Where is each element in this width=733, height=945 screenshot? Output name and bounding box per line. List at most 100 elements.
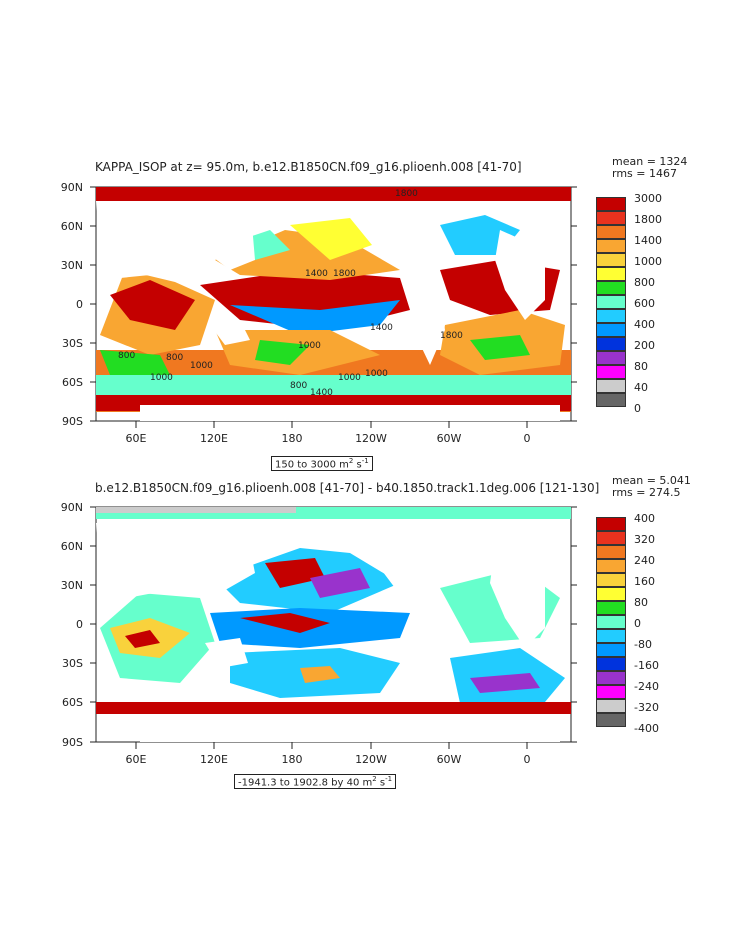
colorbar-label: 1800 [634,213,662,226]
lat-axis: 90N 60N 30N 0 30S 60S 90S [61,501,577,749]
colorbar-swatch [596,517,626,531]
difference-map-panel: b.e12.B1850CN.f09_g16.plioenh.008 [41-70… [0,475,733,798]
colorbar-swatch [596,309,626,323]
map-plot: 90N 60N 30N 0 30S 60S 90S 60E 120E 180 1… [61,501,577,766]
lon-label: 0 [524,432,531,445]
contour-label: 1000 [190,361,213,371]
colorbar-swatch [596,365,626,379]
lat-label: 30S [62,657,83,670]
contour-label: 1000 [298,341,321,351]
ocean-field [96,507,571,742]
contour-label: 1400 [310,388,333,398]
lat-label: 60S [62,376,83,389]
colorbar-swatch [596,587,626,601]
map-stats: mean = 5.041 rms = 274.5 [612,475,691,499]
ocean-field [96,187,571,421]
contour-label: 800 [166,353,183,363]
contour-label: 1800 [395,189,418,199]
lon-label: 120E [200,432,228,445]
range-label: 150 to 3000 m2 s-1 [271,456,373,472]
lon-label: 60W [437,432,462,445]
lon-label: 60E [126,753,147,766]
colorbar-label: 0 [634,617,641,630]
stat-rms: rms = 1467 [612,167,677,180]
colorbar-label: -160 [634,659,659,672]
lat-axis: 90N 60N 30N 0 30S 60S 90S [61,181,577,428]
colorbar-label: -240 [634,680,659,693]
colorbar-swatch [596,295,626,309]
colorbar-label: 200 [634,339,655,352]
stat-mean: mean = 5.041 [612,474,691,487]
colorbar-swatch [596,239,626,253]
map-stats: mean = 1324 rms = 1467 [612,156,687,180]
colorbar-label: 80 [634,596,648,609]
colorbar-label: 1400 [634,234,662,247]
colorbar-label: 160 [634,575,655,588]
lat-label: 30N [61,579,83,592]
lat-label: 30N [61,259,83,272]
colorbar-label: 1000 [634,255,662,268]
map-title: KAPPA_ISOP at z= 95.0m, b.e12.B1850CN.f0… [95,160,522,174]
lat-label: 60N [61,540,83,553]
map-plot: 90N 60N 30N 0 30S 60S 90S 60E 120E 180 1… [61,181,577,445]
colorbar-swatch [596,337,626,351]
colorbar-swatch [596,545,626,559]
colorbar-label: 320 [634,533,655,546]
colorbar-swatch [596,657,626,671]
colorbar-swatch [596,281,626,295]
colorbar-label: 600 [634,297,655,310]
colorbar-swatch [596,197,626,211]
kappa-map-panel: KAPPA_ISOP at z= 95.0m, b.e12.B1850CN.f0… [0,150,733,475]
contour-label: 1400 [305,269,328,279]
lon-axis: 60E 120E 180 120W 60W 0 [126,421,531,445]
contour-label: 1000 [338,373,361,383]
contour-label: 1800 [333,269,356,279]
lat-label: 60S [62,696,83,709]
colorbar-swatch [596,253,626,267]
lon-label: 60E [126,432,147,445]
lat-label: 90S [62,415,83,428]
colorbar-label: 0 [634,402,641,415]
lon-label: 180 [282,753,303,766]
colorbar-swatch [596,559,626,573]
colorbar-swatch [596,573,626,587]
map-title: b.e12.B1850CN.f09_g16.plioenh.008 [41-70… [95,481,600,495]
lat-label: 90N [61,501,83,514]
range-label: -1941.3 to 1902.8 by 40 m2 s-1 [234,774,397,790]
stat-rms: rms = 274.5 [612,486,681,499]
contour-label: 800 [290,381,307,391]
contour-label: 1000 [365,369,388,379]
colorbar-swatch [596,643,626,657]
contour-label: 800 [118,351,135,361]
colorbar-swatch [596,699,626,713]
lon-label: 60W [437,753,462,766]
colorbar-label: -400 [634,722,659,735]
contour-label: 1400 [370,323,393,333]
colorbar-swatch [596,211,626,225]
lon-label: 0 [524,753,531,766]
colorbar-swatch [596,601,626,615]
lat-label: 0 [76,298,83,311]
colorbar-label: -320 [634,701,659,714]
colorbar-label: 800 [634,276,655,289]
colorbar-swatch [596,629,626,643]
colorbar-swatch [596,267,626,281]
lat-label: 90N [61,181,83,194]
lon-label: 120W [355,753,387,766]
lon-label: 180 [282,432,303,445]
colorbar-swatch [596,379,626,393]
colorbar-swatch [596,393,626,407]
colorbar-label: -80 [634,638,652,651]
colorbar-swatch [596,713,626,727]
colorbar-swatch [596,351,626,365]
colorbar-label: 400 [634,512,655,525]
colorbar-label: 3000 [634,192,662,205]
colorbar-label: 80 [634,360,648,373]
colorbar-swatch [596,531,626,545]
contour-label: 1000 [150,373,173,383]
colorbar-swatch [596,671,626,685]
lon-label: 120W [355,432,387,445]
lat-label: 60N [61,220,83,233]
contour-label: 1800 [440,331,463,341]
contour-labels: 1800 1400 1800 1000 800 800 1000 1000 10… [118,189,463,398]
